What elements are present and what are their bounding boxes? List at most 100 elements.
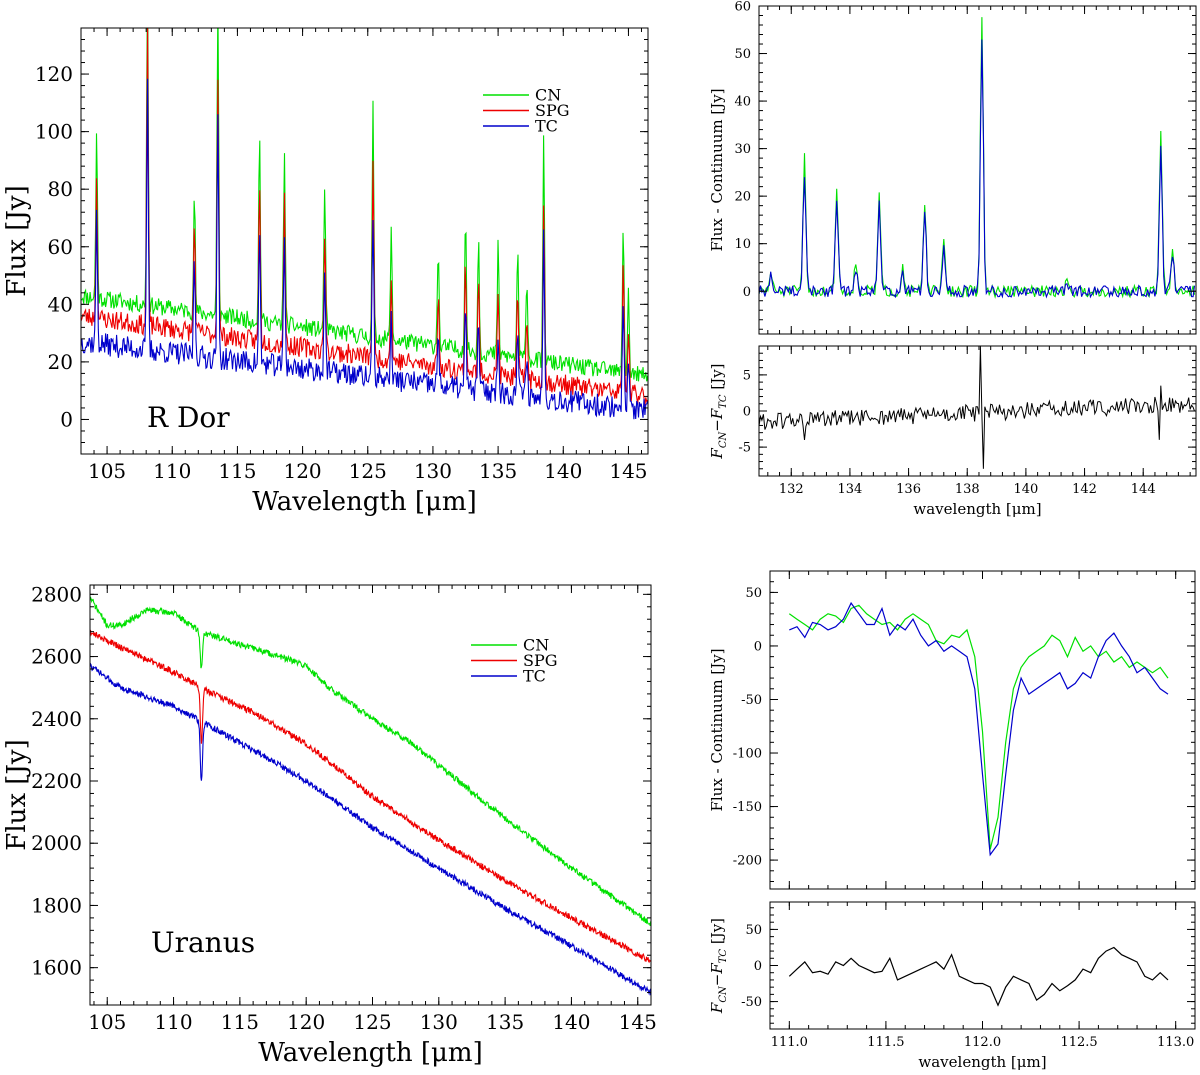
uranus_diff-series-cn-tc (788, 946, 1169, 1007)
uranus_zoom-series-tc (789, 601, 1169, 857)
uranus-xtick-label: 140 (552, 1010, 590, 1034)
uranus_diff-xtick-label: 111.5 (867, 1035, 904, 1050)
uranus-panel: 105 110 115 120 125 130 135 140 145 1600 1800 2000 2… (2, 582, 657, 1068)
uranus-ylabel: Flux [Jy] (2, 739, 32, 850)
uranus-ytick-label: 2400 (31, 707, 82, 731)
uranus_diff-xlabel: wavelength [μm] (918, 1053, 1046, 1071)
uranus_zoom-ytick-label: -200 (733, 854, 762, 869)
rdor_diff-xtick-label: 142 (1072, 482, 1097, 497)
rdor_zoom-ylabel: Flux - Continuum [Jy] (708, 88, 726, 251)
rdor-ytick-label: 0 (60, 407, 73, 431)
rdor_zoom-ytick-label: 60 (734, 0, 751, 15)
uranus_diff-xtick-label: 112.0 (964, 1035, 1001, 1050)
rdor_diff-ylabel-f1: F (708, 448, 726, 460)
rdor-ytick-label: 40 (48, 292, 73, 316)
rdor_diff-xtick-label: 138 (955, 482, 980, 497)
rdor_diff-ylabel-sub1: CN (718, 430, 729, 448)
rdor-xtick-label: 120 (283, 459, 321, 483)
uranus_zoom-ytick-label: -150 (733, 800, 762, 815)
rdor-ytick-label: 60 (48, 235, 73, 259)
rdor-xtick-label: 145 (609, 459, 647, 483)
rdor-frame (80, 27, 649, 455)
uranus_diff-ylabel-f2: −F (708, 963, 726, 987)
rdor_zoom-ytick-label: 0 (743, 285, 751, 300)
uranus_diff-xtick-label: 111.0 (771, 1035, 808, 1050)
rdor-xtick-label: 125 (349, 459, 387, 483)
uranus_zoom-ytick-label: 50 (745, 586, 762, 601)
uranus-frame (89, 584, 652, 1006)
rdor-xtick-label: 130 (414, 459, 452, 483)
rdor-ytick-label: 20 (48, 350, 73, 374)
uranus-ytick-label: 1800 (31, 893, 82, 917)
uranus-legend-label-cn: CN (523, 636, 549, 655)
uranus-xtick-label: 115 (221, 1010, 259, 1034)
rdor_diff-ylabel: FCN−FTC [Jy] (708, 363, 729, 459)
rdor_zoom-frame (758, 5, 1197, 335)
rdor-series-cn (81, 28, 648, 382)
uranus-legend-label-tc: TC (523, 667, 546, 686)
uranus-xtick-label: 145 (619, 1010, 657, 1034)
uranus-xtick-label: 125 (353, 1010, 391, 1034)
uranus_diff-series-group (788, 946, 1169, 1007)
uranus-ytick-label: 2000 (31, 831, 82, 855)
uranus-xtick-label: 110 (154, 1010, 192, 1034)
rdor_diff-ytick-label: 5 (743, 368, 751, 383)
rdor_zoom-ytick-label: 30 (734, 142, 751, 157)
rdor-ytick-label: 120 (35, 62, 73, 86)
uranus-series-group (90, 596, 651, 996)
rdor_diff-ytick-label: 0 (743, 405, 751, 420)
rdor_diff-ytick-label: -5 (738, 441, 751, 456)
rdor-ytick-label: 80 (48, 177, 73, 201)
rdor-xtick-label: 105 (88, 459, 126, 483)
uranus_zoom-series-group (788, 601, 1169, 857)
uranus-ytick-label: 1600 (31, 956, 82, 980)
rdor_diff-ylabel-f2: −F (708, 408, 726, 432)
uranus_zoom-ytick-label: -50 (741, 693, 762, 708)
uranus_diff-ytick-label: 50 (745, 923, 762, 938)
rdor-ylabel: Flux [Jy] (2, 185, 32, 296)
rdor_zoom-series-cn (759, 17, 1196, 300)
rdor-ytick-label: 100 (35, 120, 73, 144)
rdor-legend-label-tc: TC (535, 117, 558, 136)
uranus_zoom-series-cn (788, 604, 1169, 850)
uranus-xtick-label: 105 (88, 1010, 126, 1034)
rdor-xtick-label: 115 (218, 459, 256, 483)
rdor_diff-ylabel-sub2: TC (718, 394, 729, 409)
uranus_zoom-panel: -200 -150 -100 -50 0 50 Flux - Continuum [Jy] (708, 570, 1196, 890)
rdor_diff-frame (758, 345, 1197, 477)
uranus-series-cn (90, 596, 651, 927)
uranus_diff-ylabel: FCN−FTC [Jy] (708, 918, 729, 1014)
rdor_zoom-ytick-label: 40 (734, 95, 751, 110)
rdor-series-group (81, 28, 648, 420)
uranus_zoom-ylabel: Flux - Continuum [Jy] (708, 648, 726, 811)
rdor-xtick-label: 135 (479, 459, 517, 483)
rdor_diff-ylabel-unit: [Jy] (708, 363, 726, 394)
uranus-series-spg (90, 629, 651, 964)
uranus-xtick-label: 130 (420, 1010, 458, 1034)
uranus_zoom-ytick-label: 0 (754, 639, 762, 654)
uranus_diff-ytick-label: 0 (754, 959, 762, 974)
rdor_diff-xlabel: wavelength [μm] (913, 500, 1041, 518)
uranus-xtick-label: 120 (287, 1010, 325, 1034)
rdor_zoom-series-tc (759, 39, 1196, 299)
rdor_diff-series-diff (759, 346, 1195, 469)
uranus_zoom-ytick-label: -100 (733, 747, 762, 762)
rdor_zoom-ytick-label: 10 (734, 237, 751, 252)
uranus-series-tc (90, 662, 651, 996)
uranus_diff-ylabel-sub1: CN (718, 985, 729, 1003)
uranus-xtick-label: 135 (486, 1010, 524, 1034)
uranus-legend-label-spg: SPG (523, 651, 558, 670)
uranus_diff-panel: 111.0 111.5 112.0 112.5 113.0 -50 0 50 wavelengt… (708, 901, 1196, 1071)
rdor_zoom-panel: 0 10 20 30 40 50 60 Flux - Continuum [Jy] (708, 0, 1197, 335)
uranus_diff-ylabel-unit: [Jy] (708, 918, 726, 949)
uranus-ytick-label: 2600 (31, 645, 82, 669)
rdor_zoom-ytick-label: 50 (734, 47, 751, 62)
rdor-series-tc (81, 78, 648, 420)
rdor-xlabel: Wavelength [μm] (252, 487, 476, 517)
uranus_diff-xtick-label: 113.0 (1157, 1035, 1194, 1050)
rdor-legend-label-spg: SPG (535, 101, 570, 120)
uranus_diff-ylabel-f1: F (708, 1002, 726, 1014)
rdor-legend-label-cn: CN (535, 86, 561, 105)
rdor_diff-series-group (759, 346, 1195, 469)
